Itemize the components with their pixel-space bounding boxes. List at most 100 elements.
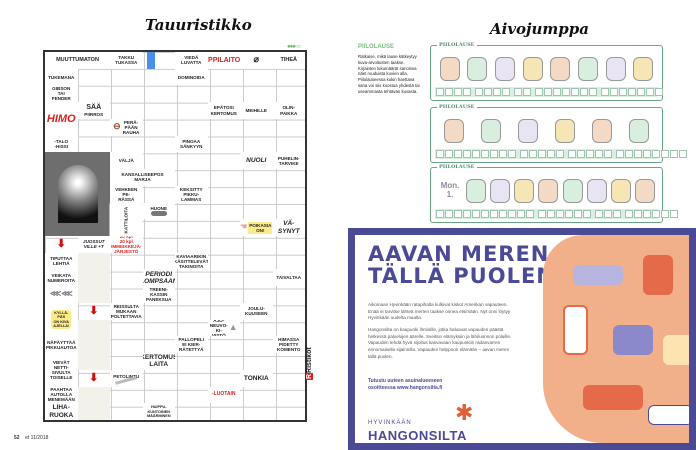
answer-cell[interactable] — [616, 150, 624, 158]
answer-cell[interactable] — [625, 150, 633, 158]
answer-cell[interactable] — [520, 150, 528, 158]
clue: SÄÄ — [86, 104, 102, 112]
answer-cell[interactable] — [502, 88, 510, 96]
answer-cell[interactable] — [655, 88, 663, 96]
ad-cta-link[interactable]: Tutustu uuteen asuinalueeseen osoitteess… — [368, 378, 443, 391]
answer-cell[interactable] — [529, 150, 537, 158]
answer-cell[interactable] — [634, 210, 642, 218]
answer-cell[interactable] — [508, 150, 516, 158]
answer-cell[interactable] — [454, 210, 462, 218]
answer-cell[interactable] — [637, 88, 645, 96]
clue: -TALO -HISSI — [45, 135, 78, 153]
crossword-title: Tauuristikko — [145, 16, 252, 34]
answer-cell[interactable] — [568, 150, 576, 158]
answer-cell[interactable] — [481, 210, 489, 218]
answer-cell[interactable] — [583, 210, 591, 218]
answer-cell[interactable] — [463, 88, 471, 96]
answer-cell[interactable] — [463, 150, 471, 158]
answer-cell[interactable] — [601, 88, 609, 96]
answer-cell[interactable] — [610, 88, 618, 96]
answer-cell[interactable] — [547, 150, 555, 158]
answer-cell[interactable] — [571, 88, 579, 96]
answer-cell[interactable] — [475, 88, 483, 96]
answer-cell[interactable] — [562, 88, 570, 96]
answer-cell[interactable] — [670, 210, 678, 218]
answer-cell[interactable] — [646, 88, 654, 96]
answer-cell[interactable] — [595, 150, 603, 158]
answer-cell[interactable] — [556, 150, 564, 158]
answer-cell[interactable] — [538, 210, 546, 218]
piilolause-puzzle: PIILOLAUSE — [430, 42, 663, 101]
answer-cell[interactable] — [574, 210, 582, 218]
answer-word — [520, 150, 564, 158]
answer-cell[interactable] — [565, 210, 573, 218]
hangonsilta-logo-icon: ✱ — [455, 400, 474, 425]
answer-cell[interactable] — [499, 210, 507, 218]
answer-cell[interactable] — [634, 150, 642, 158]
answer-cell[interactable] — [670, 150, 678, 158]
answer-cell[interactable] — [613, 210, 621, 218]
answer-cell[interactable] — [499, 150, 507, 158]
answer-cell[interactable] — [454, 88, 462, 96]
answer-cell[interactable] — [77, 319, 110, 370]
miner-picture — [550, 57, 571, 81]
answer-cell[interactable] — [580, 88, 588, 96]
potatoes-picture — [444, 119, 465, 143]
answer-cell[interactable] — [508, 210, 516, 218]
answer-cell[interactable] — [553, 88, 561, 96]
answer-cell[interactable] — [604, 150, 612, 158]
answer-cell[interactable] — [595, 210, 603, 218]
answer-cell[interactable] — [544, 88, 552, 96]
answer-word — [475, 88, 510, 96]
answer-cell[interactable] — [436, 210, 444, 218]
answer-cell[interactable] — [547, 210, 555, 218]
hangonsilta-advertisement[interactable]: AAVAN MEREN TÄLLÄ PUOLEN. Aikoinaan Hyvi… — [348, 228, 696, 450]
answer-cell[interactable] — [523, 88, 531, 96]
answer-cell[interactable] — [538, 150, 546, 158]
answer-cell[interactable] — [493, 88, 501, 96]
answer-cell[interactable] — [652, 210, 660, 218]
answer-cell[interactable] — [526, 210, 534, 218]
answer-cell[interactable] — [604, 210, 612, 218]
answer-cell[interactable] — [436, 150, 444, 158]
answer-cell[interactable] — [514, 88, 522, 96]
bone-picture — [538, 179, 559, 203]
answer-cell[interactable] — [445, 150, 453, 158]
answer-cell[interactable] — [517, 210, 525, 218]
answer-cell[interactable] — [586, 150, 594, 158]
difficulty-indicator: ●●●○○ — [287, 44, 301, 50]
answer-cell[interactable] — [484, 88, 492, 96]
answer-cell[interactable] — [661, 150, 669, 158]
clue: HUONE — [150, 205, 168, 211]
answer-cell[interactable] — [589, 88, 597, 96]
answer-cell[interactable] — [463, 210, 471, 218]
clue: 20 kpl 20 kpl IMMEIKKEJÄ- JÄRJESTÖ — [110, 235, 143, 253]
answer-cell[interactable] — [679, 150, 687, 158]
answer-cell[interactable] — [445, 88, 453, 96]
answer-cell[interactable] — [661, 210, 669, 218]
answer-word — [538, 210, 591, 218]
answer-cell[interactable] — [577, 150, 585, 158]
answer-cell[interactable] — [445, 210, 453, 218]
answer-cell[interactable] — [77, 252, 110, 303]
answer-cell[interactable] — [643, 210, 651, 218]
answer-cell[interactable] — [481, 150, 489, 158]
answer-cell[interactable] — [556, 210, 564, 218]
answer-word — [595, 210, 621, 218]
answer-cell[interactable] — [454, 150, 462, 158]
clue: PIIRROS — [84, 111, 104, 117]
answer-cell[interactable] — [628, 88, 636, 96]
answer-cell[interactable] — [619, 88, 627, 96]
answer-cell[interactable] — [652, 150, 660, 158]
answer-cell[interactable] — [643, 150, 651, 158]
answer-cell[interactable] — [625, 210, 633, 218]
answer-cell[interactable] — [472, 210, 480, 218]
clue: TIPUTTAA LEHTIÄ — [45, 252, 78, 270]
answer-cell-highlight[interactable] — [143, 52, 176, 69]
answer-cell[interactable] — [490, 150, 498, 158]
answer-cell[interactable] — [490, 210, 498, 218]
answer-cell[interactable] — [535, 88, 543, 96]
answer-cell[interactable] — [472, 150, 480, 158]
answer-cell[interactable] — [436, 88, 444, 96]
answer-cell[interactable] — [77, 386, 110, 420]
